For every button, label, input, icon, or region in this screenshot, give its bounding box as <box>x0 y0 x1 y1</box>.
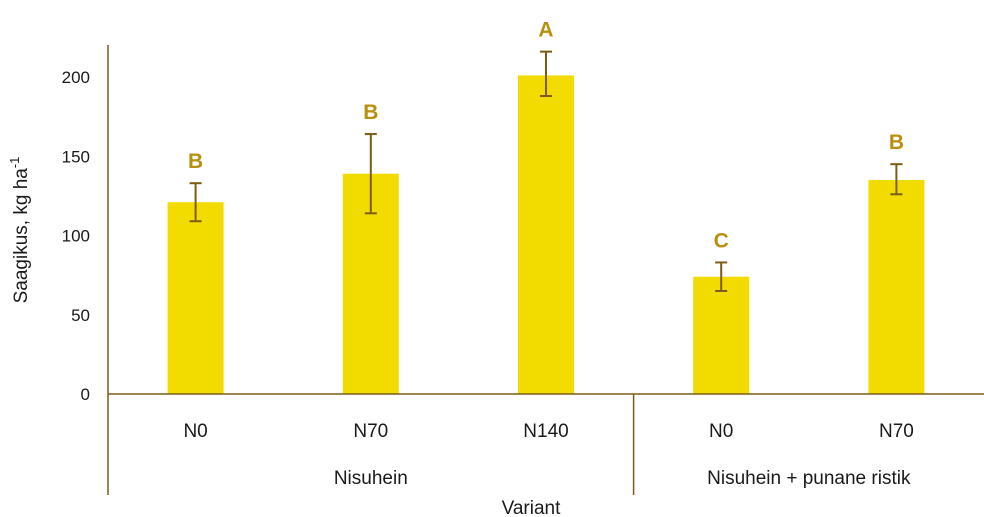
bar <box>167 202 224 394</box>
error-bars <box>189 50 903 292</box>
bars <box>167 75 925 394</box>
error-bar <box>189 182 202 223</box>
significance-letter: B <box>363 101 378 124</box>
group-label: Nisuhein <box>334 468 408 489</box>
significance-letter: C <box>714 229 729 252</box>
category-label: N0 <box>183 421 207 442</box>
axes <box>107 45 984 495</box>
x-axis-title: Variant <box>502 498 562 517</box>
error-bar <box>364 133 377 215</box>
y-tick-label: 50 <box>71 306 90 325</box>
group-label: Nisuhein + punane ristik <box>707 468 911 489</box>
category-label: N0 <box>709 421 733 442</box>
y-tick-label: 150 <box>62 147 90 166</box>
bar <box>693 276 750 394</box>
error-bar <box>540 50 552 98</box>
significance-letter: B <box>889 131 904 154</box>
y-tick-label: 200 <box>62 68 90 87</box>
bar <box>868 180 925 394</box>
y-tick-label: 0 <box>81 385 90 404</box>
category-label: N140 <box>523 421 568 442</box>
group-labels: Nisuhein Nisuhein + punane ristik <box>334 468 911 489</box>
y-axis-ticks: 0 50 100 150 200 <box>62 68 90 404</box>
y-tick-label: 100 <box>62 227 90 246</box>
significance-letter: A <box>538 19 553 42</box>
significance-letters: B B A C B <box>188 19 904 253</box>
y-axis-title: Saagikus, kg ha-1 <box>7 157 32 304</box>
category-label: N70 <box>353 421 388 442</box>
category-label: N70 <box>879 421 914 442</box>
error-bar <box>715 261 728 292</box>
significance-letter: B <box>188 150 203 173</box>
category-labels: N0 N70 N140 N0 N70 <box>183 421 913 442</box>
error-bar <box>890 163 903 196</box>
bar <box>518 75 574 394</box>
